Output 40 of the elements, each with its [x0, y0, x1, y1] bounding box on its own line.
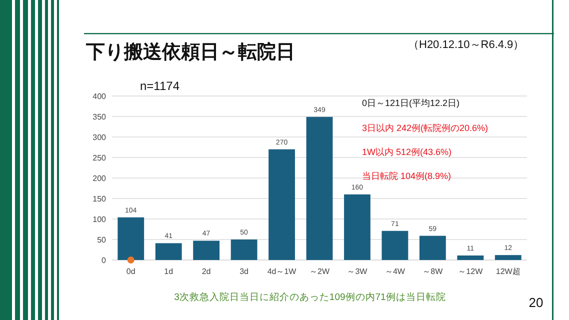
annotation: 1W以内 512例(43.6%)	[362, 147, 452, 157]
bar	[155, 243, 182, 260]
annotation: 0日～121日(平均12.2日)	[362, 98, 460, 108]
y-tick-label: 0	[102, 256, 107, 265]
annotation: 3日以内 242例(転院例の20.6%)	[362, 123, 488, 133]
x-tick-label: ～8W	[422, 267, 444, 276]
bar	[382, 230, 408, 260]
y-tick-label: 400	[92, 92, 107, 101]
x-tick-label: 1d	[164, 267, 174, 276]
annotation: 当日転院 104例(8.9%)	[362, 171, 452, 181]
x-tick-label: ～3W	[347, 267, 368, 276]
bar	[118, 217, 144, 260]
x-tick-label: 12W超	[496, 267, 520, 276]
bar	[306, 116, 333, 260]
bar	[230, 240, 258, 260]
text: n=1174	[140, 79, 180, 93]
bar	[457, 255, 484, 260]
text: 20	[528, 295, 544, 310]
x-tick-label: 3d	[240, 267, 248, 276]
bar	[344, 194, 370, 260]
bar	[268, 149, 295, 260]
y-tick-label: 250	[92, 154, 107, 162]
x-tick-label: 0d	[126, 267, 136, 276]
x-tick-label: 4d～1W	[267, 267, 297, 276]
y-tick-label: 100	[92, 215, 107, 224]
y-tick-label: 150	[92, 194, 107, 204]
y-tick-label: 200	[92, 174, 107, 183]
x-tick-label: 2d	[202, 267, 211, 276]
chart-title: 下り搬送依頼日～転院日	[85, 41, 295, 63]
bar	[193, 240, 220, 260]
y-tick-label: 350	[92, 112, 107, 122]
bar	[419, 236, 446, 260]
bar	[494, 255, 522, 260]
x-tick-label: ～2W	[310, 267, 330, 276]
y-tick-label: 50	[97, 236, 107, 244]
x-tick-label: ～12W	[458, 267, 484, 276]
chart-subtitle: （H20.12.10～R6.4.9）	[408, 39, 524, 51]
text: 3次救急入院日当日に紹介のあった109例の内71例は当日転院	[174, 291, 446, 303]
y-tick-label: 300	[92, 133, 107, 142]
x-tick-label: ～4W	[384, 267, 406, 276]
